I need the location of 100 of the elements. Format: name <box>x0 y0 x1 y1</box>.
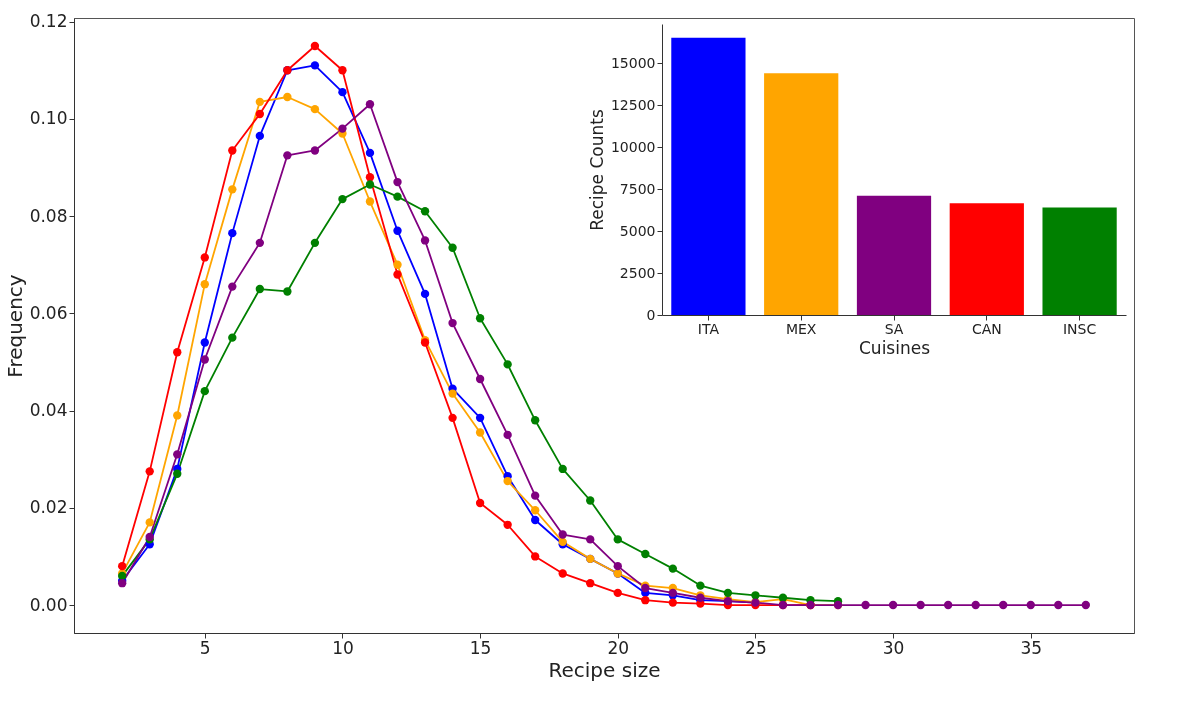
point <box>338 66 347 75</box>
point <box>228 146 237 155</box>
bar <box>671 37 746 315</box>
point <box>173 411 182 420</box>
point <box>228 228 237 238</box>
point <box>310 238 320 248</box>
point <box>255 284 265 294</box>
point <box>228 333 237 342</box>
point <box>145 518 154 527</box>
point <box>255 238 265 248</box>
point <box>448 389 457 398</box>
y-tick-label: 5000 <box>619 222 656 239</box>
x-tick-label: CAN <box>971 320 1002 337</box>
point <box>338 87 347 97</box>
point <box>118 561 127 571</box>
point <box>530 416 540 425</box>
y-tick-label: 0.08 <box>29 205 68 226</box>
x-tick-label: 5 <box>199 637 211 658</box>
point <box>586 578 595 588</box>
y-axis-title: Frequency <box>2 274 27 378</box>
bar <box>764 73 839 315</box>
point <box>1054 600 1063 610</box>
point <box>448 243 457 252</box>
y-tick-label: 0.04 <box>29 400 68 421</box>
y-tick-label: 0.12 <box>29 11 68 32</box>
point <box>530 506 540 515</box>
point <box>999 600 1008 610</box>
point <box>1081 600 1090 610</box>
y-tick-label: 12500 <box>610 96 656 113</box>
point <box>503 520 512 529</box>
point <box>668 564 678 573</box>
point <box>558 569 567 578</box>
point <box>393 226 402 235</box>
point <box>888 600 898 610</box>
point <box>283 151 292 160</box>
x-tick-label: INSC <box>1062 320 1097 337</box>
point <box>530 515 540 525</box>
y-tick-label: 0.00 <box>29 594 68 615</box>
point <box>530 552 540 561</box>
point <box>558 530 567 539</box>
point <box>448 413 457 423</box>
point <box>393 270 402 279</box>
point <box>723 588 733 598</box>
point <box>173 450 182 459</box>
point <box>255 109 265 119</box>
point <box>613 535 622 544</box>
y-tick-label: 0 <box>646 306 656 323</box>
y-tick-label: 7500 <box>619 180 656 197</box>
x-tick-label: 10 <box>332 637 354 658</box>
point <box>393 177 402 187</box>
point <box>503 430 512 440</box>
point <box>173 469 182 478</box>
point <box>173 348 182 357</box>
point <box>586 496 595 505</box>
point <box>475 428 485 437</box>
point <box>503 360 512 369</box>
point <box>338 124 347 133</box>
point <box>365 148 375 158</box>
point <box>475 314 485 323</box>
point <box>475 374 485 384</box>
point <box>420 236 430 245</box>
point <box>228 185 237 194</box>
point <box>283 287 292 296</box>
point <box>365 173 375 182</box>
y-tick-label: 0.10 <box>29 108 68 129</box>
point <box>503 476 512 486</box>
bar <box>1042 207 1117 315</box>
point <box>310 61 320 70</box>
point <box>393 192 402 201</box>
x-tick-label: 25 <box>745 637 767 658</box>
point <box>420 289 430 299</box>
x-axis-title: Recipe size <box>548 657 661 682</box>
point <box>365 197 375 206</box>
point <box>861 600 870 610</box>
point <box>393 260 402 269</box>
y-axis-title: Recipe Counts <box>586 109 607 231</box>
point <box>586 535 595 544</box>
point <box>145 467 154 476</box>
point <box>310 41 320 51</box>
y-tick-label: 10000 <box>610 138 656 155</box>
x-tick-label: 35 <box>1020 637 1043 658</box>
point <box>448 318 457 328</box>
point <box>613 588 622 598</box>
point <box>641 596 650 605</box>
point <box>971 600 980 610</box>
x-tick-label: ITA <box>697 320 720 337</box>
point <box>365 180 375 189</box>
point <box>255 131 265 141</box>
x-tick-label: SA <box>884 320 904 337</box>
y-tick-label: 15000 <box>610 54 656 71</box>
x-tick-label: MEX <box>785 320 817 337</box>
x-tick-label: 15 <box>469 637 492 658</box>
point <box>310 104 320 114</box>
point <box>255 97 265 107</box>
point <box>420 207 430 216</box>
point <box>200 280 209 289</box>
x-tick-label: 30 <box>882 637 905 658</box>
x-tick-label: 20 <box>607 637 630 658</box>
x-axis-title: Cuisines <box>858 337 931 358</box>
point <box>200 355 209 364</box>
